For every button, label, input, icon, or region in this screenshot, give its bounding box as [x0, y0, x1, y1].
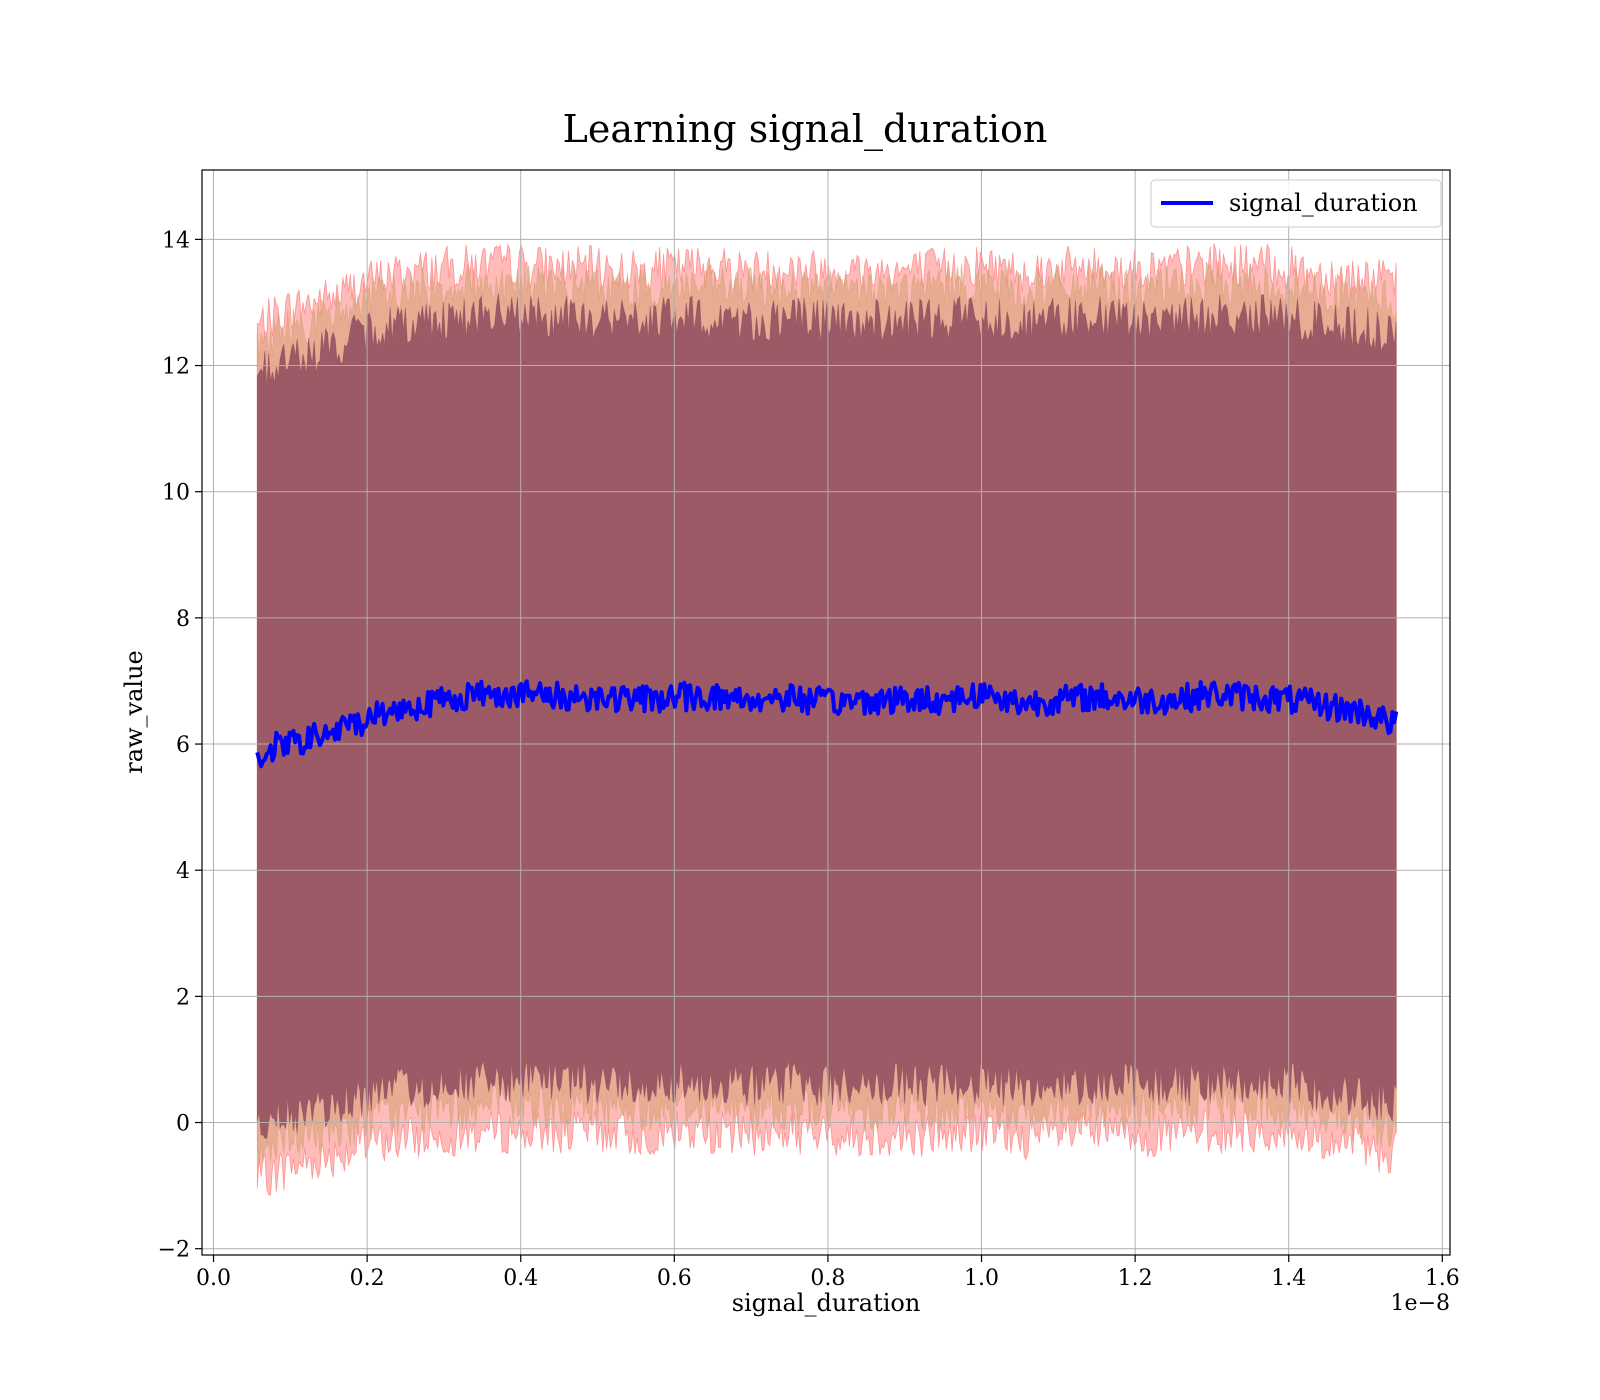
y-tick-label: −2 — [158, 1238, 190, 1263]
x-tick-label: 0.0 — [196, 1266, 231, 1291]
legend-label: signal_duration — [1229, 189, 1418, 217]
series-line-signal_duration — [255, 679, 1399, 769]
x-axis-title: signal_duration — [732, 1289, 921, 1317]
y-tick-label: 2 — [176, 985, 190, 1010]
y-tick-label: 12 — [162, 355, 190, 380]
y-tick-label: 4 — [176, 859, 190, 884]
x-tick-label: 1.4 — [1271, 1266, 1306, 1291]
x-axis-ticks: 0.0 0.2 0.4 0.6 0.8 1.0 1.2 1.4 1.6 — [196, 1255, 1460, 1291]
x-tick-label: 1.2 — [1118, 1266, 1153, 1291]
x-tick-label: 0.4 — [503, 1266, 538, 1291]
series-layer — [255, 679, 1399, 769]
y-tick-label: 6 — [176, 733, 190, 758]
y-tick-label: 8 — [176, 607, 190, 632]
x-tick-label: 0.6 — [657, 1266, 692, 1291]
y-axis-title: raw_value — [120, 650, 148, 774]
x-tick-label: 1.0 — [964, 1266, 999, 1291]
plot-frame — [201, 169, 1451, 1256]
chart-title: Learning signal_duration — [563, 107, 1048, 152]
band-layer — [256, 242, 1397, 1196]
confidence-band-inner-band — [256, 293, 1397, 1139]
x-tick-label: 0.2 — [350, 1266, 385, 1291]
y-tick-label: 14 — [162, 228, 190, 253]
x-tick-label: 0.8 — [810, 1266, 845, 1291]
legend: signal_duration — [1150, 179, 1442, 228]
y-axis-ticks: −2 0 2 4 6 8 10 12 14 — [158, 228, 202, 1263]
y-tick-label: 0 — [176, 1112, 190, 1137]
x-tick-label: 1.6 — [1425, 1266, 1460, 1291]
legend-box — [1150, 179, 1442, 228]
y-tick-label: 10 — [162, 481, 190, 506]
x-axis-scale-label: 1e−8 — [1391, 1291, 1450, 1316]
